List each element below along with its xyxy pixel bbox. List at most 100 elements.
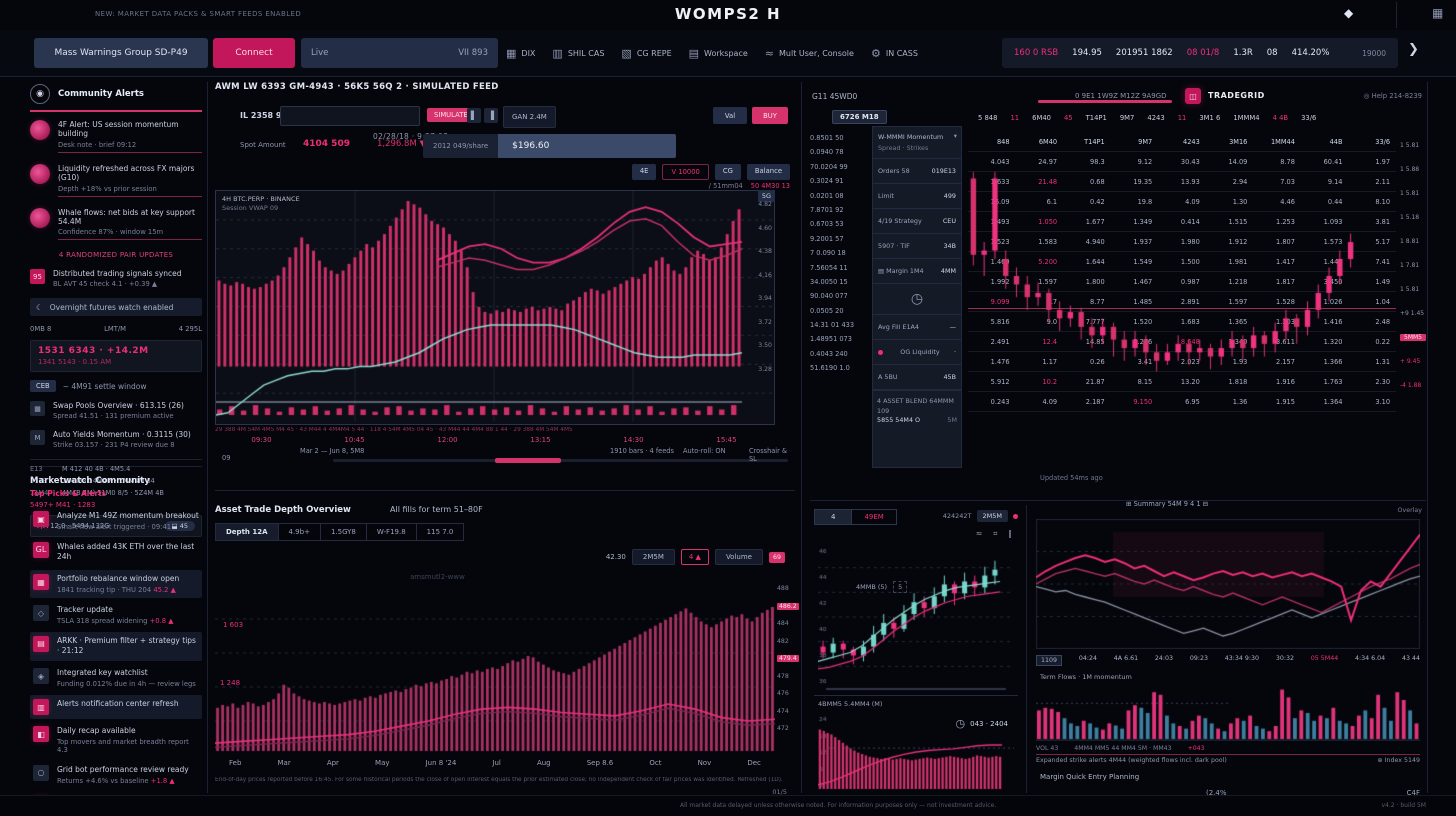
symbol-search-input[interactable]: Live VII 893 [301,38,498,68]
depth-tab[interactable]: Depth 12A [215,523,279,541]
matrix-cell[interactable]: 9.12 [1137,157,1153,166]
side-column-value[interactable]: +9 1.45 [1400,310,1425,317]
layout-right-icon[interactable]: ▐ [484,108,498,123]
main-chart[interactable]: 4H BTC.PERP · BINANCE Session VWAP 09 5G… [215,190,775,425]
matrix-cell[interactable]: 1.583 [1038,237,1058,246]
matrix-cell[interactable]: 1.340 [1228,337,1248,346]
overlay-tick[interactable]: 04:24 [1078,655,1097,662]
mini-control-box[interactable]: 2M5M [976,510,1008,522]
matrix-cell[interactable]: 3.10 [1375,397,1391,406]
matrix-token[interactable]: 4243 [1147,114,1165,122]
depth-chart[interactable] [215,585,775,755]
matrix-cell[interactable]: 1.520 [1133,317,1153,326]
matrix-row[interactable]: 5.816 9.0 7.777 1.520 1.683 1.365 1.303 1.416 2.… [968,312,1396,332]
matrix-cell[interactable]: 2.94 [1232,177,1248,186]
strike-price[interactable]: 7 0.090 18 [810,249,846,258]
news-item[interactable]: ○ Grid bot performance review ready Retu… [30,761,202,789]
matrix-header-cell[interactable]: 44B [1329,137,1343,146]
matrix-token[interactable]: 1MMM4 [1233,114,1260,122]
matrix-footer-left[interactable]: ⊞ Summary 54M 9 4 1 ⊟ [1126,500,1209,508]
mini-legend-box[interactable]: 5 [893,581,908,593]
swap-pools-item[interactable]: ▦ Swap Pools Overview · 613.15 (26) Spre… [30,401,202,420]
matrix-header-cell[interactable]: 6M40 [1038,137,1058,146]
form-row[interactable]: A 5BU 45B [873,365,961,390]
overlay-lines-canvas[interactable] [1036,519,1420,649]
main-chart-canvas[interactable] [216,191,772,422]
matrix-cell[interactable]: 1.763 [1323,377,1343,386]
depth-tab[interactable]: 1.5GY8 [320,523,367,541]
matrix-cell[interactable]: 1.36 [1232,397,1248,406]
matrix-token[interactable]: 4 4B [1272,114,1289,122]
matrix-cell[interactable]: 1.915 [1276,397,1295,406]
matrix-cell[interactable]: 7.03 [1280,177,1295,186]
matrix-cell[interactable]: 5.912 [990,377,1010,386]
mini-candle-canvas[interactable] [818,543,1014,691]
diamond-icon[interactable]: ◆ [1344,6,1354,20]
form-row[interactable]: 5907 · TIF 34B [873,234,961,259]
matrix-cell[interactable]: 7.777 [1085,317,1105,326]
matrix-row[interactable]: 1.476 1.17 0.26 3.41 2.023 1.93 2.157 1.366 1.31 [968,352,1396,372]
ticker-item[interactable]: 08 01/8 [1186,48,1220,58]
toolbar-tool-button[interactable]: ▥ SHIL CAS [552,47,604,60]
matrix-cell[interactable]: 1.992 [990,277,1010,286]
mini-tab-active[interactable]: 4 [814,509,853,525]
matrix-cell[interactable]: 12.4 [1042,337,1058,346]
overlay-bars-canvas[interactable] [1036,683,1420,741]
matrix-cell[interactable]: 1.17 [1042,357,1058,366]
toolbar-tool-button[interactable]: ▧ CG REPE [621,47,671,60]
matrix-cell[interactable]: 1.981 [1228,257,1248,266]
help-link[interactable]: ◎ Help 214-8239 [1363,92,1422,100]
matrix-cell[interactable]: 1.597 [1038,277,1058,286]
chart-action-button[interactable]: V 10000 [662,164,709,180]
matrix-cell[interactable]: 1.549 [1133,257,1153,266]
matrix-cell[interactable]: 1.30 [1232,197,1248,206]
feed-item[interactable]: Whale flows: net bids at key support 54.… [30,207,202,241]
matrix-token[interactable]: 11 [1010,114,1020,122]
matrix-token[interactable]: 5 848 [978,114,998,122]
matrix-cell[interactable]: 24.97 [1038,157,1058,166]
mini-quote-row[interactable]: 11M4 4M4B 4M) 51M0 8/5 · 5Z4M 4B [30,489,202,497]
matrix-cell[interactable]: 19.8 [1137,197,1153,206]
connect-button[interactable]: Connect [213,38,295,68]
matrix-cell[interactable]: 13.93 [1180,177,1200,186]
matrix-cell[interactable]: 1.467 [1133,277,1153,286]
strike-price[interactable]: 7.56054 11 [810,263,848,272]
matrix-cell[interactable]: 1.253 [1276,217,1295,226]
depth-chart-canvas[interactable] [215,585,775,755]
gan-selector[interactable]: GAN 2.4M [503,106,556,128]
matrix-cell[interactable]: 1.818 [1228,377,1248,386]
page-indicator[interactable]: 01/5 [772,788,787,796]
news-item[interactable]: ◈ Integrated key watchlist Funding 0.012… [30,664,202,692]
matrix-cell[interactable]: 8.648 [1180,337,1200,346]
matrix-cell[interactable]: 2.157 [1276,357,1295,366]
matrix-cell[interactable]: 0.42 [1090,197,1105,206]
matrix-cell[interactable]: 4.09 [1042,397,1058,406]
overlay-tick[interactable]: 43:34 9:30 [1224,655,1260,662]
matrix-cell[interactable]: 2.48 [1375,317,1391,326]
amount-input-group[interactable]: 2012 049/share $196.60 [423,134,677,158]
strike-price[interactable]: 90.040 077 [810,292,848,301]
matrix-cell[interactable]: 6.1 [1046,197,1058,206]
matrix-token[interactable]: 9M7 [1119,114,1135,122]
matrix-cell[interactable]: 1.366 [1323,357,1343,366]
matrix-cell[interactable]: 1.912 [1228,237,1248,246]
matrix-row[interactable]: 5.912 10.2 21.87 8.15 13.20 1.818 1.916 1.763 2.… [968,372,1396,392]
matrix-cell[interactable]: 1.980 [1180,237,1200,246]
overlay-tick[interactable]: 09:23 [1189,655,1208,662]
overlay-tick[interactable]: 43 44 [1401,655,1420,662]
matrix-cell[interactable]: 60.41 [1323,157,1343,166]
news-item[interactable]: ▤ ARKK · Premium filter + strategy tips … [30,631,202,662]
settle-row[interactable]: CEB ~ 4M91 settle window [30,380,202,393]
matrix-cell[interactable]: 1.469 [990,257,1010,266]
matrix-cell[interactable]: 0.987 [1180,277,1200,286]
matrix-cell[interactable]: 1.807 [1276,237,1295,246]
ticker-more[interactable]: 19000 [1362,48,1386,58]
mini-tab-pink[interactable]: 49EM [852,509,897,525]
matrix-cell[interactable]: 1.800 [1085,277,1105,286]
matrix-cell[interactable]: 1.320 [1323,337,1343,346]
overlay-tick[interactable]: 05 5M44 [1310,655,1339,662]
side-column-value[interactable]: 1 8.81 [1400,238,1420,245]
signal-item[interactable]: 95 Distributed trading signals synced BL… [30,269,202,288]
ticker-item[interactable]: 194.95 [1072,48,1102,58]
matrix-cell[interactable]: 0.44 [1327,197,1343,206]
